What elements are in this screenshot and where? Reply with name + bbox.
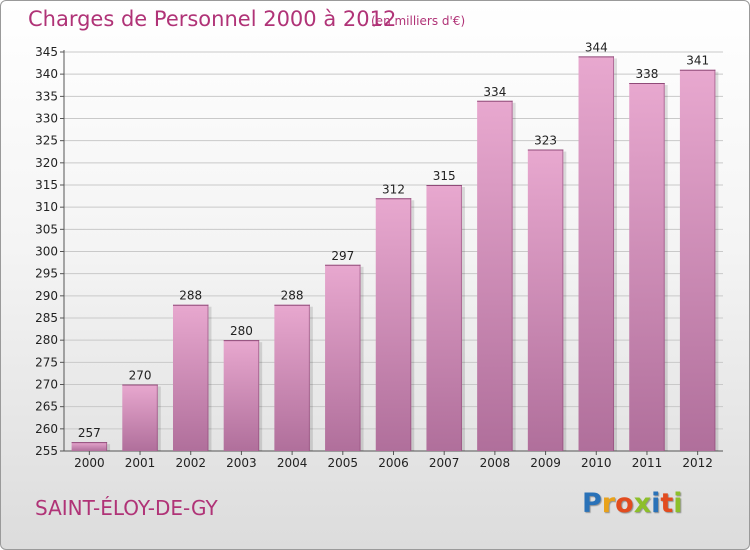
y-tick-label: 290 [35,289,58,303]
data-label: 280 [230,324,253,338]
y-tick-label: 310 [35,200,58,214]
x-tick-label: 2007 [429,456,460,470]
x-tick-labels: 2000 2001 2002 2003 2004 2005 2006 2007 2008 2009… [74,456,713,470]
data-label: 341 [686,54,709,68]
y-tick-label: 270 [35,378,58,392]
bar-2005 [325,264,361,451]
data-label: 344 [585,40,608,54]
y-tick-label: 340 [35,67,58,81]
x-tick-label: 2004 [277,456,308,470]
data-label: 315 [433,169,456,183]
logo-letter: i [673,488,683,519]
bar-2008 [477,100,513,452]
data-labels: 257 270 288 280 288 297 312 315 334 323 344 338 341 [78,40,709,440]
x-tick-label: 2006 [378,456,409,470]
chart-title: Charges de Personnel 2000 à 2012 [28,7,397,31]
data-label: 288 [281,289,304,303]
proxiti-logo: Proxiti [582,488,683,519]
chart-subtitle: (en milliers d'€) [371,14,466,28]
y-tick-label: 320 [35,156,58,170]
data-label: 257 [78,426,101,440]
data-label: 297 [331,249,354,263]
y-tick-label: 305 [35,222,58,236]
data-label: 288 [179,289,202,303]
y-tick-label: 295 [35,267,58,281]
bar-2012 [679,69,716,451]
commune-name: SAINT-ÉLOY-DE-GY [35,496,218,520]
y-tick-label: 255 [35,444,58,458]
bar-2000 [71,442,108,451]
y-tick-label: 315 [35,178,58,192]
y-tick-label: 330 [35,112,58,126]
logo-letter: t [660,488,674,519]
logo-letter: i [651,488,661,519]
logo-letter: o [615,488,634,519]
y-tick-label: 260 [35,422,58,436]
bar-2006 [375,198,412,451]
logo-letter: P [582,488,602,519]
y-tick-label: 325 [35,134,58,148]
bar-2011 [629,83,665,452]
bar-2003 [223,340,260,451]
data-label: 312 [382,182,405,196]
logo-letter: r [601,488,616,519]
bars [71,56,719,452]
y-tick-label: 335 [35,89,58,103]
x-tick-label: 2001 [125,456,156,470]
bar-2002 [172,304,209,451]
bar-2010 [578,56,615,451]
y-tick-label: 280 [35,333,58,347]
bar-2004 [274,304,310,451]
y-tick-labels: 255 260 265 270 275 280 285 290 295 300 305 310 315 3… [35,45,58,458]
y-tick-label: 345 [35,45,58,59]
data-label: 334 [483,85,506,99]
bar-2001 [122,384,158,451]
data-label: 323 [534,134,557,148]
x-tick-label: 2009 [530,456,561,470]
bar-2007 [426,185,462,451]
y-tick-label: 285 [35,311,58,325]
x-tick-label: 2000 [74,456,105,470]
logo-letter: x [633,488,652,519]
y-tick-label: 300 [35,245,58,259]
bar-2009 [527,149,564,452]
x-tick-label: 2012 [682,456,713,470]
y-tick-label: 265 [35,400,58,414]
x-tick-label: 2003 [226,456,257,470]
x-tick-label: 2011 [632,456,663,470]
x-tick-label: 2005 [328,456,359,470]
y-tick-label: 275 [35,355,58,369]
data-label: 338 [636,67,659,81]
data-label: 270 [129,369,152,383]
x-tick-label: 2010 [581,456,612,470]
x-tick-label: 2002 [175,456,206,470]
x-tick-label: 2008 [480,456,511,470]
